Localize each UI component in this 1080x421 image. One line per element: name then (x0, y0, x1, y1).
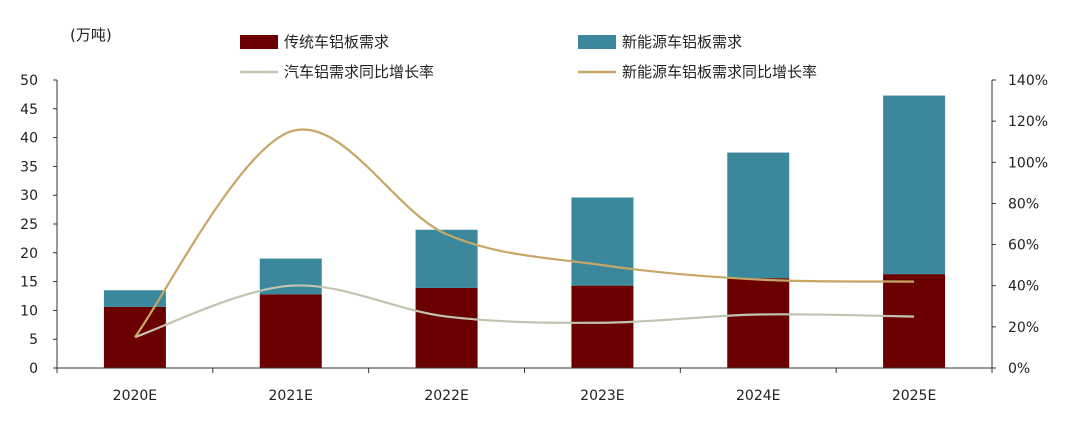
right-tick-label: 60% (1008, 238, 1039, 254)
x-tick-label: 2020E (113, 388, 157, 404)
legend-item: 新能源车铝板需求 (578, 33, 742, 51)
left-tick-label: 15 (20, 275, 38, 291)
line-nev-sheet-growth (134, 128, 915, 338)
line-auto-aluminum-growth (134, 284, 915, 339)
legend-item: 传统车铝板需求 (240, 33, 389, 51)
bar-traditional-2020E (103, 306, 166, 368)
x-tick-label: 2023E (580, 388, 624, 404)
left-tick-label: 10 (20, 303, 38, 319)
legend-label: 汽车铝需求同比增长率 (284, 63, 434, 81)
legend-label: 传统车铝板需求 (284, 33, 389, 51)
bar-nev-2023E (571, 197, 634, 286)
x-tick-label: 2021E (269, 388, 313, 404)
right-tick-label: 80% (1008, 196, 1039, 212)
left-tick-label: 0 (29, 361, 38, 377)
left-tick-label: 35 (20, 159, 38, 175)
bar-nev-2022E (415, 229, 478, 288)
left-tick-label: 20 (20, 246, 38, 262)
legend-label: 新能源车铝板需求 (622, 33, 742, 51)
y-unit-label: (万吨) (70, 26, 112, 44)
legend-item: 新能源车铝板需求同比增长率 (578, 63, 817, 81)
legend-label: 新能源车铝板需求同比增长率 (622, 63, 817, 81)
right-tick-label: 140% (1008, 73, 1048, 89)
right-tick-label: 0% (1008, 361, 1030, 377)
bar-traditional-2023E (571, 285, 634, 368)
right-tick-label: 20% (1008, 320, 1039, 336)
right-tick-label: 40% (1008, 279, 1039, 295)
x-tick-label: 2024E (736, 388, 780, 404)
bar-nev-2020E (103, 290, 166, 307)
right-tick-label: 100% (1008, 155, 1048, 171)
bar-traditional-2022E (415, 287, 478, 368)
bar-traditional-2025E (883, 274, 946, 368)
left-tick-label: 25 (20, 217, 38, 233)
left-tick-label: 40 (20, 131, 38, 147)
bar-traditional-2021E (259, 294, 322, 368)
bar-nev-2025E (883, 95, 946, 275)
left-tick-label: 5 (29, 332, 38, 348)
left-tick-label: 50 (20, 73, 38, 89)
x-tick-label: 2025E (892, 388, 936, 404)
left-tick-label: 45 (20, 102, 38, 118)
right-tick-label: 120% (1008, 114, 1048, 130)
legend-item: 汽车铝需求同比增长率 (240, 63, 434, 81)
bar-nev-2024E (727, 152, 790, 279)
x-tick-label: 2022E (424, 388, 468, 404)
legend-swatch (578, 35, 616, 49)
legend-swatch (240, 35, 278, 49)
left-tick-label: 30 (20, 188, 38, 204)
bar-traditional-2024E (727, 278, 790, 368)
bars-layer (103, 95, 946, 368)
axes-layer: 0 5 10 15 20 25 30 35 40 45 50 0% 20% 40% 60% 80% 100% 12… (20, 73, 1048, 404)
lines-layer (134, 128, 915, 339)
